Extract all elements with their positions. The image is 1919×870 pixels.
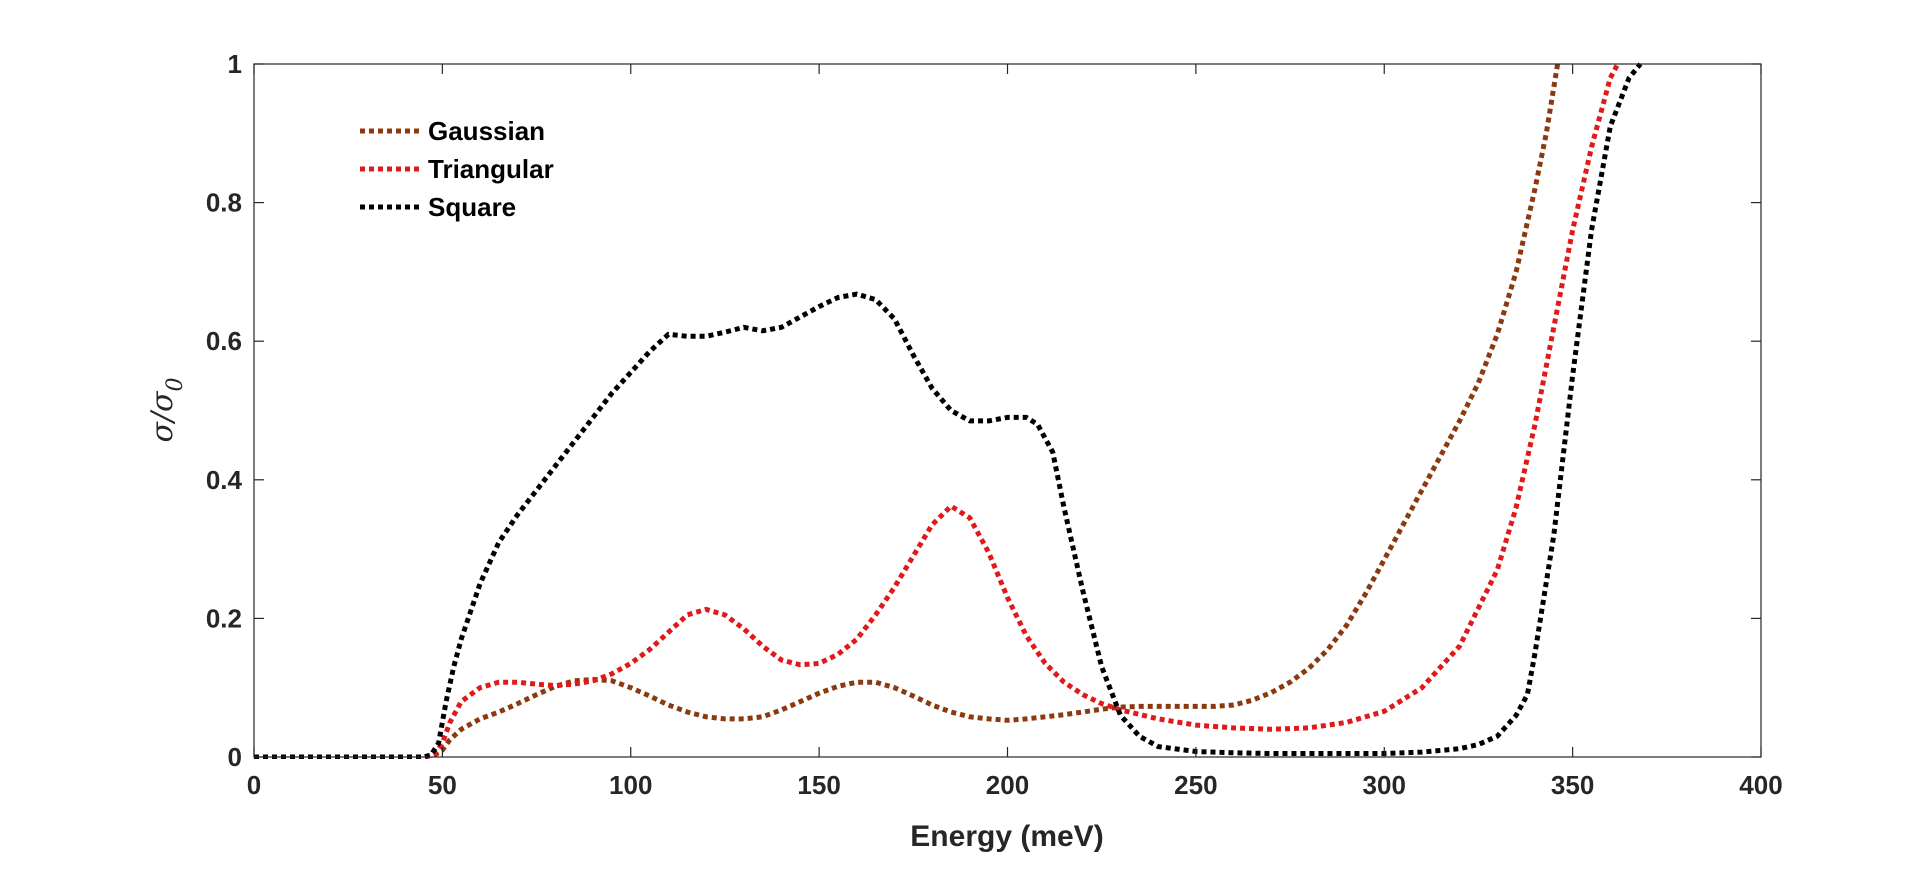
y-tick-label: 1 xyxy=(228,49,242,79)
y-axis-label: σ/σ0 xyxy=(145,377,188,442)
y-tick-label: 0.6 xyxy=(206,326,242,356)
x-tick-label: 0 xyxy=(247,770,261,800)
x-tick-label: 100 xyxy=(609,770,652,800)
x-tick-label: 50 xyxy=(428,770,457,800)
legend-label-triangular: Triangular xyxy=(428,154,554,184)
x-axis-label: Energy (meV) xyxy=(910,820,1103,853)
y-tick-label: 0 xyxy=(228,742,242,772)
y-axis-label-subscript: 0 xyxy=(163,377,188,391)
series-line-triangular xyxy=(254,62,1621,759)
x-tick-label: 400 xyxy=(1739,770,1782,800)
legend-label-gaussian: Gaussian xyxy=(428,116,545,146)
series-layer xyxy=(254,62,1643,759)
legend: Gaussian Triangular Square xyxy=(360,116,554,222)
x-tick-label: 200 xyxy=(986,770,1029,800)
y-tick-labels: 0 0.2 0.4 0.6 0.8 1 xyxy=(206,49,243,772)
x-tick-label: 300 xyxy=(1363,770,1406,800)
y-tick-label: 0.2 xyxy=(206,603,242,633)
series-line-square xyxy=(254,62,1643,759)
series-line-gaussian xyxy=(254,63,1561,759)
ticks-layer xyxy=(253,63,1762,758)
legend-label-square: Square xyxy=(428,192,516,222)
x-tick-labels: 0 50 100 150 200 250 300 350 400 xyxy=(247,770,1783,800)
x-tick-label: 150 xyxy=(797,770,840,800)
x-tick-label: 250 xyxy=(1174,770,1217,800)
y-tick-label: 0.8 xyxy=(206,188,242,218)
x-tick-label: 350 xyxy=(1551,770,1594,800)
y-axis-label-main: σ/σ xyxy=(145,390,180,443)
y-tick-label: 0.4 xyxy=(206,465,243,495)
